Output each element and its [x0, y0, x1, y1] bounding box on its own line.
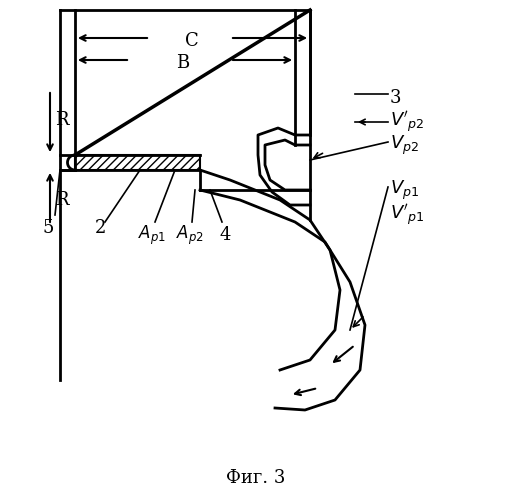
- Text: 5: 5: [42, 219, 54, 237]
- Text: $V'_{p2}$: $V'_{p2}$: [390, 110, 424, 134]
- Text: 4: 4: [220, 226, 231, 244]
- Text: R: R: [55, 111, 69, 129]
- Polygon shape: [75, 155, 200, 170]
- Text: B: B: [176, 54, 190, 72]
- Text: 2: 2: [94, 219, 106, 237]
- Text: $A_{p1}$: $A_{p1}$: [138, 224, 166, 246]
- Text: Фиг. 3: Фиг. 3: [226, 469, 286, 487]
- Text: $V_{p2}$: $V_{p2}$: [390, 134, 419, 156]
- Text: $V_{p1}$: $V_{p1}$: [390, 178, 419, 202]
- Text: R: R: [55, 191, 69, 209]
- Text: $V'_{p1}$: $V'_{p1}$: [390, 202, 425, 228]
- Text: 3: 3: [390, 89, 402, 107]
- Text: $A_{p2}$: $A_{p2}$: [176, 224, 204, 246]
- Text: C: C: [185, 32, 199, 50]
